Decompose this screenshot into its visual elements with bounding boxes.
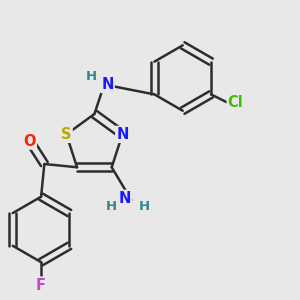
Text: H: H xyxy=(106,200,117,213)
Text: H: H xyxy=(139,200,150,213)
Text: N: N xyxy=(101,77,114,92)
Text: S: S xyxy=(61,127,72,142)
Text: H: H xyxy=(85,70,97,83)
Text: N: N xyxy=(118,191,131,206)
Text: O: O xyxy=(23,134,36,148)
Text: N: N xyxy=(116,127,129,142)
Text: Cl: Cl xyxy=(228,95,244,110)
Text: F: F xyxy=(36,278,46,292)
